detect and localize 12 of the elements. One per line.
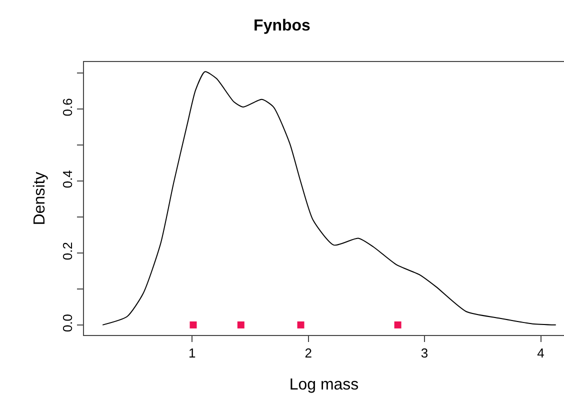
y-tick-label: 0.6 — [60, 98, 75, 116]
x-tick-label: 4 — [537, 346, 544, 361]
chart-title: Fynbos — [254, 18, 311, 34]
y-axis-title: Density — [32, 172, 49, 226]
x-axis-title: Log mass — [289, 376, 359, 394]
x-tick-label: 1 — [188, 346, 196, 361]
y-tick-label: 0.2 — [60, 242, 75, 260]
x-tick-label: 3 — [420, 346, 428, 361]
y-tick-label: 0.0 — [60, 314, 75, 332]
y-tick-label: 0.4 — [60, 170, 75, 188]
x-tick-label: 2 — [304, 346, 312, 361]
line-series — [102, 71, 556, 326]
